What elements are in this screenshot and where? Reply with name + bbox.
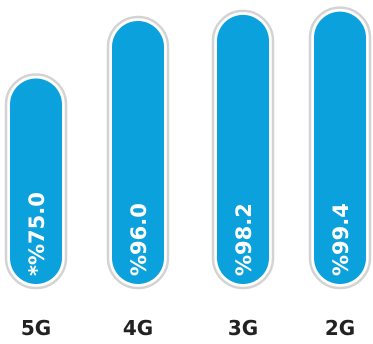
value-label-5g: *%75.0 — [25, 192, 49, 276]
bar-4g — [112, 20, 164, 285]
value-label-4g: %96.0 — [127, 203, 151, 276]
bars-group: *%75.0 %96.0 %98.2 %99.4 — [4, 6, 372, 290]
category-label-2g: 2G — [325, 316, 355, 340]
bar-3g — [217, 14, 269, 284]
value-label-2g: %99.4 — [329, 203, 353, 276]
bar-2g — [314, 11, 366, 284]
category-label-4g: 4G — [123, 316, 153, 340]
bar-5g — [10, 78, 62, 284]
category-label-3g: 3G — [228, 316, 258, 340]
value-label-3g: %98.2 — [232, 203, 256, 276]
category-labels-group: 5G 4G 3G 2G — [21, 316, 355, 340]
category-label-5g: 5G — [21, 316, 51, 340]
